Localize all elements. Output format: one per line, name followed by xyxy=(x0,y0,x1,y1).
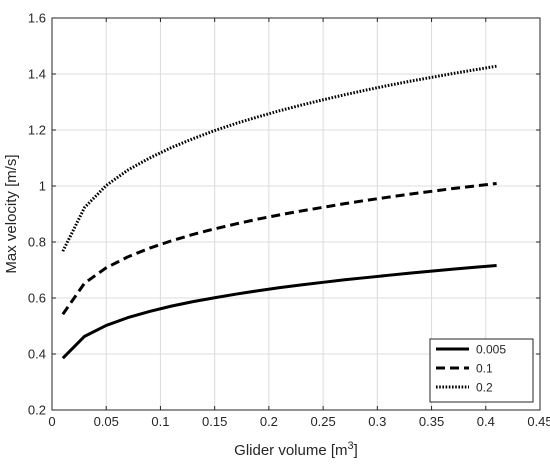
plot-frame xyxy=(51,17,541,411)
y-tick-label: 0.6 xyxy=(28,291,46,306)
x-tick-label: 0.3 xyxy=(368,414,386,429)
x-axis-label: Glider volume [m3] xyxy=(234,440,358,459)
y-tick-label: 1.4 xyxy=(28,67,46,82)
series-layer xyxy=(61,64,497,360)
x-tick-label: 0.1 xyxy=(151,414,169,429)
y-tick-label: 1 xyxy=(39,179,46,194)
x-tick-label: 0.4 xyxy=(477,414,495,429)
y-axis-label: Max velocity [m/s] xyxy=(3,154,20,273)
y-tick-label: 1.6 xyxy=(28,11,46,26)
y-tick-label: 0.2 xyxy=(28,403,46,418)
y-tick-label: 1.2 xyxy=(28,123,46,138)
legend-label-2: 0.1 xyxy=(476,362,493,376)
x-tick-label: 0.25 xyxy=(310,414,335,429)
series-line-2 xyxy=(61,181,497,316)
x-axis-label-suffix: ] xyxy=(354,442,358,459)
x-tick-label: 0.45 xyxy=(527,414,550,429)
series-line-1 xyxy=(61,264,497,360)
tick-labels: 0 0.05 0.1 0.15 0.2 0.25 0.3 0.35 0.4 0.45 0.2 0.4 0… xyxy=(28,11,550,430)
x-tick-label: 0.2 xyxy=(260,414,278,429)
x-axis-label-superscript: 3 xyxy=(348,440,354,452)
legend: 0.005 0.1 0.2 xyxy=(429,338,534,403)
x-tick-label: 0.35 xyxy=(419,414,444,429)
y-tick-label: 0.4 xyxy=(28,347,46,362)
axis-ticks xyxy=(51,17,541,411)
x-tick-label: 0.15 xyxy=(202,414,227,429)
y-tick-label: 0.8 xyxy=(28,235,46,250)
series-line-3 xyxy=(61,64,497,252)
x-tick-label: 0.05 xyxy=(94,414,119,429)
x-tick-label: 0 xyxy=(48,414,55,429)
legend-label-3: 0.2 xyxy=(476,381,493,395)
legend-label-1: 0.005 xyxy=(476,343,506,357)
